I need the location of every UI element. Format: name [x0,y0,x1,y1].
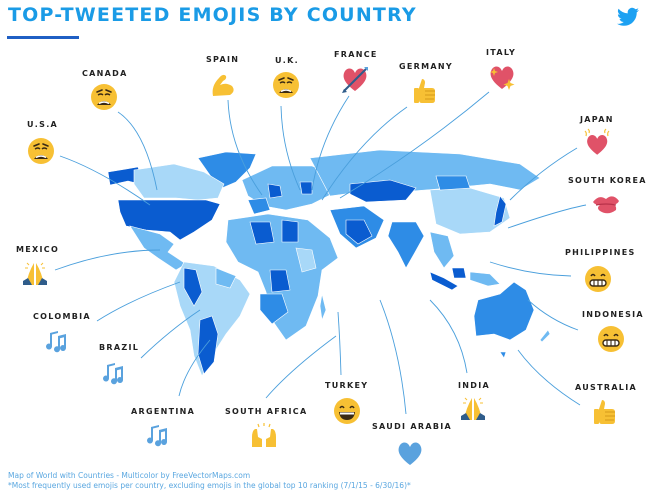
thumbs-up-icon [590,397,620,427]
country-label-saudi-arabia: SAUDI ARABIA [372,422,453,431]
country-label-germany: GERMANY [399,62,453,71]
country-label-usa: U.S.A [27,120,59,129]
country-label-indonesia: INDONESIA [582,310,644,319]
title-underline [7,36,79,39]
weary-face-icon [89,82,119,112]
folded-hands-icon [458,394,488,424]
country-label-mexico: MEXICO [16,245,60,254]
folded-hands-icon [20,259,50,289]
kiss-mark-icon [593,196,619,214]
grimacing-face-icon [583,264,613,294]
raising-hands-icon [252,423,276,447]
country-label-south-korea: SOUTH KOREA [568,176,647,185]
musical-notes-icon [44,327,74,357]
musical-notes-icon [145,421,175,451]
country-label-spain: SPAIN [206,55,240,64]
sparkling-heart-icon [490,62,515,90]
flexed-biceps-icon [212,74,234,96]
country-label-italy: ITALY [486,48,517,57]
country-label-turkey: TURKEY [325,381,369,390]
country-label-south-africa: SOUTH AFRICA [225,407,308,416]
page-title: TOP-TWEETED EMOJIS BY COUNTRY [8,4,417,26]
blue-heart-icon [395,438,425,468]
grimacing-face-icon [596,324,626,354]
country-label-argentina: ARGENTINA [131,407,196,416]
twitter-bird-icon[interactable] [617,7,639,27]
thumbs-up-icon [410,76,440,106]
weary-face-icon [26,136,56,166]
map-credit: Map of World with Countries - Multicolor… [8,471,251,480]
musical-notes-icon [101,359,131,389]
country-label-uk: U.K. [275,56,299,65]
beating-heart-icon [584,128,610,157]
grinning-squinting-face-icon [332,396,362,426]
footnote: *Most frequently used emojis per country… [8,481,411,490]
country-label-colombia: COLOMBIA [33,312,91,321]
country-label-japan: JAPAN [580,115,614,124]
country-label-brazil: BRAZIL [99,343,140,352]
weary-face-icon [271,70,301,100]
country-label-philippines: PHILIPPINES [565,248,636,257]
country-label-france: FRANCE [334,50,378,59]
country-label-australia: AUSTRALIA [575,383,637,392]
heart-with-arrow-icon [342,67,368,93]
country-label-canada: CANADA [82,69,128,78]
country-label-india: INDIA [458,381,490,390]
